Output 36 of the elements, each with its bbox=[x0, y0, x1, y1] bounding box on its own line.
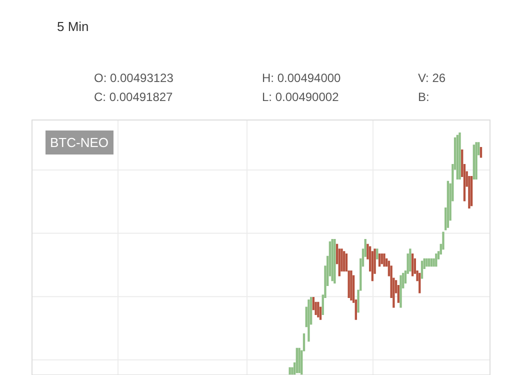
candlestick bbox=[350, 270, 352, 300]
candlestick bbox=[409, 248, 412, 272]
candlestick bbox=[470, 176, 473, 206]
candlestick bbox=[435, 254, 438, 267]
candlestick bbox=[378, 254, 381, 267]
text: 5 Min bbox=[57, 19, 89, 34]
candlestick bbox=[428, 258, 430, 267]
candlestick bbox=[420, 260, 424, 279]
candlestick bbox=[288, 367, 291, 375]
candlestick bbox=[472, 144, 475, 180]
candlestick bbox=[446, 180, 450, 228]
candlestick bbox=[334, 238, 336, 284]
text: C: 0.00491827 bbox=[94, 90, 174, 104]
candlestick bbox=[426, 258, 428, 267]
candlestick bbox=[418, 272, 421, 294]
text: O: 0.00493123 bbox=[94, 71, 174, 85]
text: H: 0.00494000 bbox=[262, 71, 342, 85]
candlestick bbox=[383, 254, 386, 267]
candlestick bbox=[298, 348, 300, 374]
text: B: bbox=[418, 90, 430, 104]
candlestick bbox=[400, 275, 402, 308]
candlestick bbox=[380, 254, 383, 264]
candlestick bbox=[296, 348, 298, 374]
text: V: 26 bbox=[418, 71, 446, 85]
candlestick bbox=[317, 302, 320, 318]
candlestick bbox=[475, 142, 478, 180]
candlestick bbox=[308, 299, 310, 342]
candlestick bbox=[480, 147, 482, 158]
candlestick bbox=[411, 254, 414, 276]
candlestick bbox=[458, 132, 461, 180]
candlestick bbox=[343, 251, 346, 272]
candlestick bbox=[456, 134, 458, 180]
candlestick bbox=[376, 248, 378, 260]
candlestick bbox=[331, 238, 334, 282]
text: BTC-NEO bbox=[50, 135, 108, 150]
text: L: 0.00490002 bbox=[262, 90, 340, 104]
